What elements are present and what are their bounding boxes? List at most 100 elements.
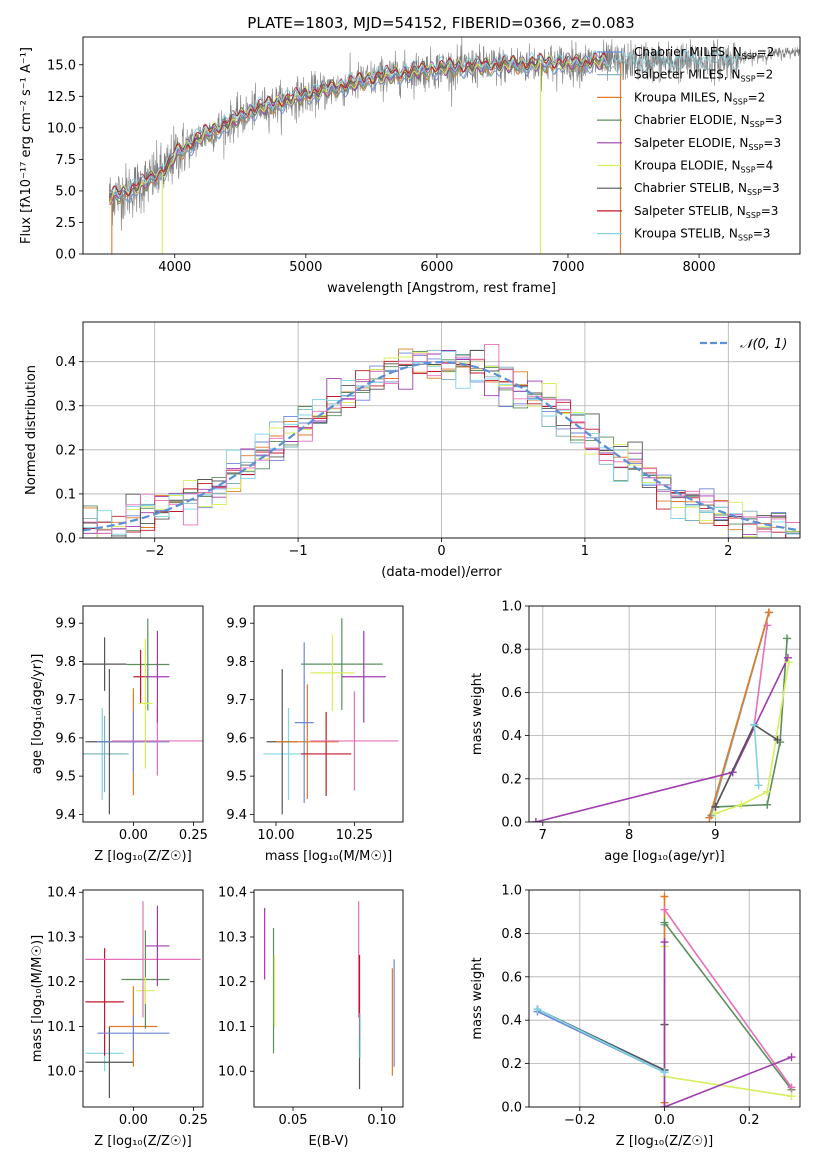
x-tick-label: 0.25 xyxy=(179,828,208,843)
legend-sub: SSP xyxy=(746,211,761,220)
weight-line xyxy=(663,946,792,1097)
legend-label: Salpeter STELIB, N xyxy=(634,204,746,218)
y-tick-label: 1.0 xyxy=(501,884,522,899)
x-tick-label: 1 xyxy=(581,544,589,559)
panel-weight_vs_Z: −0.2 0.0 0.2 0.0 0.2 0.4 0.6 0.8 1.0 Z [log₁₀(Z/Z… xyxy=(470,884,801,1149)
plot-area xyxy=(108,37,800,254)
panel-mass_vs_EBV: 0.05 0.10 10.0 10.1 10.2 10.3 10.4 E(B-V) xyxy=(218,886,404,1149)
plus-marker xyxy=(660,1103,669,1107)
legend-sub: SSP xyxy=(750,120,765,129)
legend-sub: SSP xyxy=(733,97,748,106)
x-tick-label: 9 xyxy=(711,828,719,843)
legend-eq: =2 xyxy=(748,90,766,104)
legend-label: Kroupa MILES, N xyxy=(634,90,733,104)
plus-marker xyxy=(764,608,773,617)
legend-entry: Salpeter MILES, NSSP=2 xyxy=(634,68,773,84)
y-tick-label: 9.6 xyxy=(226,731,247,746)
model-spectrum-line xyxy=(109,52,608,197)
panel-mass_vs_Z: 0.00 0.25 10.0 10.1 10.2 10.3 10.4 Z [log₁₀(Z/Z… xyxy=(30,886,208,1149)
y-axis-label: Normed distribution xyxy=(24,365,39,495)
y-axis-label: mass weight xyxy=(470,673,485,755)
x-tick-label: 0.2 xyxy=(739,1113,760,1128)
y-tick-label: 9.8 xyxy=(226,655,247,670)
x-tick-label: 5000 xyxy=(289,260,322,275)
plot-area xyxy=(263,618,399,815)
y-axis-label: Flux [fλ10⁻¹⁷ erg cm⁻² s⁻¹ A⁻¹] xyxy=(19,47,34,244)
errorbar-point xyxy=(85,948,124,1056)
x-axis-label: Z [log₁₀(Z/Z☉)] xyxy=(94,849,191,864)
y-tick-label: 9.9 xyxy=(55,617,76,632)
panel-age_vs_mass: 10.00 10.25 9.4 9.5 9.6 9.7 9.8 9.9 mass [log₁₀(… xyxy=(226,605,404,864)
x-tick-label: 4000 xyxy=(158,260,191,275)
axes-frame xyxy=(82,889,204,1108)
plus-marker xyxy=(787,1083,796,1092)
legend-entry: Salpeter STELIB, NSSP=3 xyxy=(634,204,778,220)
errorbar-point xyxy=(83,637,127,691)
y-tick-label: 9.4 xyxy=(226,808,247,823)
y-tick-label: 10.2 xyxy=(218,975,247,990)
legend-label: Kroupa ELODIE, N xyxy=(634,159,741,173)
legend-entry: Chabrier MILES, NSSP=2 xyxy=(634,45,774,61)
chart-title: PLATE=1803, MJD=54152, FIBERID=0366, z=0… xyxy=(247,14,634,32)
y-tick-label: 0.4 xyxy=(501,729,522,744)
axes-frame xyxy=(82,605,204,823)
legend-entry: 𝒩(0, 1) xyxy=(740,337,787,352)
y-tick-label: 0.8 xyxy=(501,643,522,658)
legend-label: Chabrier MILES, N xyxy=(634,45,742,59)
plus-marker xyxy=(531,818,540,822)
y-tick-label: 0.4 xyxy=(501,1014,522,1029)
y-tick-label: 0.6 xyxy=(501,970,522,985)
legend-eq: =3 xyxy=(761,204,779,218)
y-tick-label: 0.0 xyxy=(55,532,76,547)
plot-area xyxy=(85,901,201,1099)
plot-area xyxy=(83,618,203,815)
legend-eq: =2 xyxy=(756,68,774,82)
x-tick-label: 2 xyxy=(724,544,732,559)
legend-sub: SSP xyxy=(748,143,763,152)
y-tick-label: 10.3 xyxy=(218,930,247,945)
legend-label: Chabrier ELODIE, N xyxy=(634,113,750,127)
axes-frame xyxy=(528,605,801,823)
weight-line xyxy=(663,922,793,1091)
errorbar-point xyxy=(97,1015,170,1052)
y-tick-label: 10.1 xyxy=(218,1020,247,1035)
y-tick-label: 10.1 xyxy=(47,1020,76,1035)
errorbar-point xyxy=(341,630,386,723)
model-spectrum-line xyxy=(108,55,608,205)
legend-label: Chabrier STELIB, N xyxy=(634,181,747,195)
plus-marker xyxy=(533,1005,542,1014)
y-tick-label: 0.2 xyxy=(501,772,522,787)
errorbar-point xyxy=(85,1026,134,1099)
x-tick-label: 10.00 xyxy=(257,828,294,843)
errorbar-point xyxy=(83,715,129,793)
legend-eq: =3 xyxy=(753,227,771,241)
y-tick-label: 0.0 xyxy=(501,1101,522,1116)
y-tick-label: 9.5 xyxy=(55,770,76,785)
y-tick-label: 7.5 xyxy=(55,153,76,168)
plus-marker xyxy=(705,813,714,822)
plus-marker xyxy=(784,658,793,667)
errorbar-point xyxy=(310,691,399,791)
y-axis-label: mass [log₁₀(M/M☉)] xyxy=(30,935,45,1062)
y-axis-label: mass weight xyxy=(470,957,485,1039)
plus-marker xyxy=(660,1068,669,1077)
x-tick-label: 0.00 xyxy=(119,828,148,843)
plus-marker xyxy=(773,735,782,744)
weight-line xyxy=(663,942,792,1107)
errorbar-point xyxy=(310,634,355,712)
legend-entry: Chabrier ELODIE, NSSP=3 xyxy=(634,113,782,129)
y-tick-label: 10.3 xyxy=(47,930,76,945)
y-tick-label: 9.6 xyxy=(55,731,76,746)
axes-frame xyxy=(253,605,404,823)
y-tick-label: 10.0 xyxy=(218,1065,247,1080)
weight-line xyxy=(535,657,789,822)
plot-area xyxy=(529,606,800,822)
legend-entry: Kroupa MILES, NSSP=2 xyxy=(634,90,765,106)
plus-marker xyxy=(763,621,772,630)
plus-marker xyxy=(783,653,792,662)
histogram-step-line xyxy=(83,351,800,538)
y-tick-label: 10.2 xyxy=(47,975,76,990)
x-tick-label: 0 xyxy=(437,544,445,559)
y-tick-label: 0.3 xyxy=(55,399,76,414)
